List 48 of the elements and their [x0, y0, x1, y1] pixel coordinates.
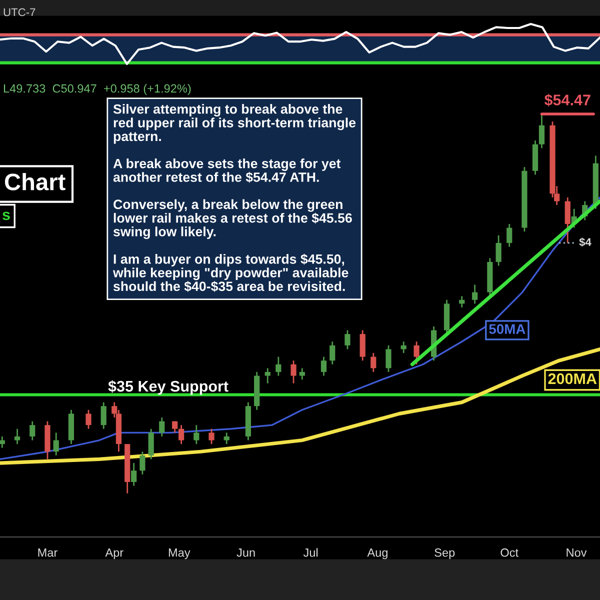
- x-tick-label: May: [168, 548, 190, 560]
- annotation: $4: [579, 238, 592, 247]
- x-tick-label: Nov: [566, 548, 587, 557]
- x-tick-label: Aug: [367, 548, 388, 560]
- candlestick: [100, 402, 106, 430]
- candlestick: [360, 330, 366, 362]
- candlestick: [178, 424, 184, 445]
- candlestick: [194, 424, 200, 445]
- annotation: $54.47: [544, 94, 590, 106]
- candlestick: [264, 367, 270, 384]
- candlestick: [506, 223, 512, 248]
- text: L49.733 C50.947 +0.958 (+1.92%): [4, 84, 191, 95]
- candlestick: [131, 462, 137, 486]
- candlestick: [414, 340, 420, 366]
- candlestick: [208, 428, 214, 445]
- candlestick: [53, 432, 59, 456]
- candlestick: [400, 340, 406, 354]
- text: Silver attempting to break above the red upper rail of its short-term triangle pattern. A break above sets the stage for yet another retest of the $54.47 ATH. Conversely, a break below the green lower rail makes a retest of the $45.56 swing low likely. I am a buyer on dips towards $45.50, while keeping "dry powder" available should the $40-$35 area be revisited.: [112, 104, 356, 292]
- x-tick-label: Mar: [38, 548, 58, 557]
- candlestick: [472, 284, 478, 304]
- candlestick: [330, 340, 336, 366]
- x-tick-label: Oct: [500, 548, 518, 557]
- candlestick: [148, 428, 154, 460]
- annotation: 50MA: [489, 324, 526, 334]
- candlestick: [564, 196, 570, 244]
- x-tick-label: Sep: [434, 548, 455, 560]
- x-tick-label: Jul: [303, 548, 318, 557]
- candlestick: [276, 356, 282, 376]
- ref-line-label: $35 Key Support: [108, 380, 228, 395]
- text: s: [2, 212, 10, 220]
- annotation: 200MA: [548, 373, 597, 384]
- x-tick-label: Jun: [236, 548, 255, 557]
- candlestick: [370, 352, 376, 373]
- candlestick: [496, 234, 502, 266]
- candlestick: [386, 344, 392, 373]
- candlestick: [290, 360, 296, 384]
- text: Chart: [4, 172, 66, 190]
- candlestick: [320, 356, 327, 376]
- candlestick: [159, 416, 165, 438]
- candlestick: [299, 367, 305, 380]
- candlestick: [538, 113, 545, 149]
- candlestick: [459, 295, 465, 308]
- candlestick: [224, 432, 230, 445]
- x-tick-label: Apr: [105, 548, 124, 560]
- text: UTC-7: [4, 8, 36, 16]
- candlestick: [344, 330, 350, 350]
- candlestick: [140, 450, 146, 476]
- candlestick: [86, 409, 92, 430]
